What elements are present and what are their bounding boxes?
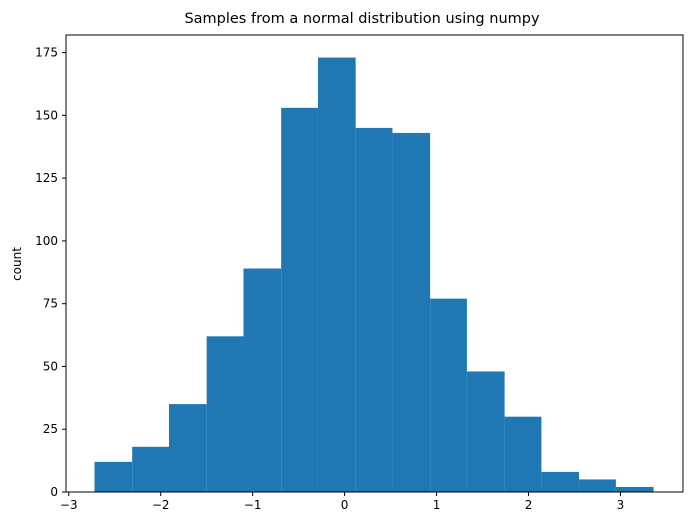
histogram-bar bbox=[206, 336, 244, 492]
x-tick-label: 2 bbox=[525, 498, 533, 512]
y-tick-label: 125 bbox=[35, 171, 58, 185]
bars-group bbox=[94, 57, 654, 493]
plot-frame bbox=[65, 34, 684, 493]
histogram-bar bbox=[94, 461, 133, 492]
histogram-bar bbox=[243, 268, 282, 492]
x-axis-ticks: −3 −2 −1 0 1 2 3 bbox=[60, 492, 624, 512]
histogram-bar bbox=[615, 486, 654, 492]
y-tick-label: 100 bbox=[35, 234, 58, 248]
y-tick-label: 75 bbox=[43, 297, 58, 311]
y-axis-ticks: 0 25 50 75 100 125 150 175 bbox=[35, 46, 66, 499]
chart-title: Samples from a normal distribution using… bbox=[184, 11, 540, 27]
histogram-bar bbox=[579, 479, 616, 492]
y-tick-label: 0 bbox=[50, 485, 58, 499]
x-tick-label: −2 bbox=[152, 498, 170, 512]
histogram-bar bbox=[355, 127, 393, 493]
histogram-bar bbox=[541, 471, 580, 492]
x-tick-label: −3 bbox=[60, 498, 78, 512]
x-tick-label: 0 bbox=[341, 498, 349, 512]
x-tick-label: 1 bbox=[433, 498, 441, 512]
histogram-bar bbox=[430, 298, 467, 492]
y-axis-label: count bbox=[10, 247, 24, 281]
x-tick-label: 3 bbox=[617, 498, 625, 512]
histogram-bar bbox=[466, 371, 505, 492]
x-tick-label: −1 bbox=[244, 498, 262, 512]
y-tick-label: 175 bbox=[35, 46, 58, 60]
histogram-bar bbox=[132, 446, 169, 492]
histogram-bar bbox=[168, 404, 207, 492]
y-tick-label: 50 bbox=[43, 359, 58, 373]
histogram-bar bbox=[317, 57, 356, 492]
histogram-bar bbox=[392, 132, 431, 492]
y-tick-label: 150 bbox=[35, 108, 58, 122]
y-tick-label: 25 bbox=[43, 422, 58, 436]
histogram-bar bbox=[281, 107, 318, 493]
histogram-bar bbox=[504, 416, 542, 492]
